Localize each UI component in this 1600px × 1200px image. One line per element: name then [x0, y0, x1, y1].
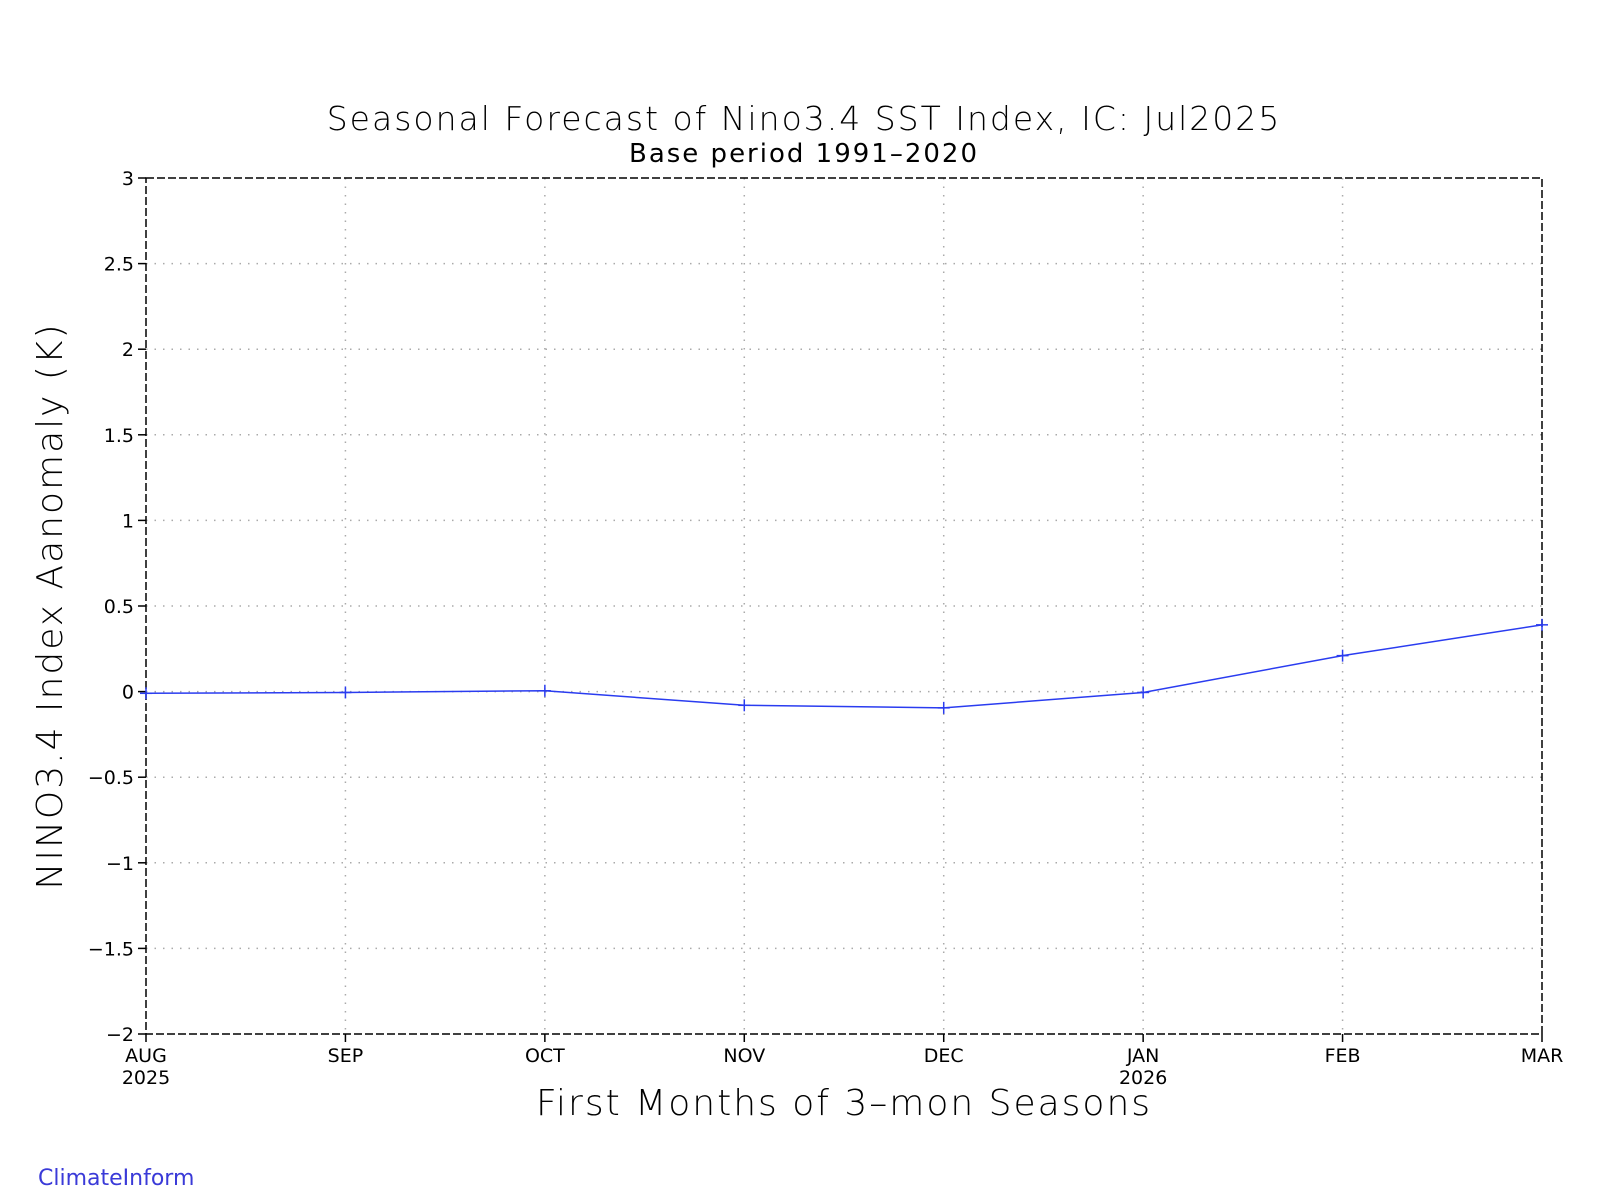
- x-tick-label: MAR: [1521, 1045, 1564, 1067]
- y-tick-label: −2: [106, 1024, 134, 1046]
- data-point-marker: [937, 701, 950, 714]
- data-point-marker: [339, 686, 352, 699]
- data-point-marker: [538, 684, 551, 697]
- y-tick-label: 3: [122, 168, 134, 190]
- y-tick-label: 2: [122, 339, 134, 361]
- y-tick-label: 2.5: [104, 254, 134, 276]
- y-tick-label: −1: [106, 853, 134, 875]
- chart-subtitle: Base period 1991–2020: [629, 139, 979, 169]
- y-tick-label: 0.5: [104, 596, 134, 618]
- series-line: [140, 618, 1548, 714]
- y-axis-ticks: −2 −1.5 −1 −0.5 0 0.5 1 1.5 2 2.5 3: [88, 168, 146, 1046]
- series-line-path: [145, 624, 1543, 709]
- data-point-marker: [1536, 618, 1548, 631]
- grid-lines: [146, 178, 1542, 1034]
- x-tick-year-label: 2025: [122, 1067, 170, 1089]
- data-point-marker: [1137, 686, 1150, 699]
- x-axis-title: First Months of 3–mon Seasons: [536, 1083, 1152, 1124]
- x-tick-label: SEP: [328, 1045, 364, 1067]
- x-tick-label: OCT: [525, 1045, 565, 1067]
- data-point-marker: [738, 699, 751, 712]
- y-tick-label: 0: [122, 682, 134, 704]
- x-tick-label: FEB: [1325, 1045, 1361, 1067]
- data-point-marker: [140, 687, 152, 700]
- data-point-marker: [1336, 649, 1349, 662]
- chart-title: Seasonal Forecast of Nino3.4 SST Index, …: [327, 99, 1282, 138]
- y-tick-label: −0.5: [88, 767, 134, 789]
- y-tick-label: −1.5: [88, 938, 134, 960]
- y-tick-label: 1: [122, 510, 134, 532]
- x-tick-label: DEC: [924, 1045, 964, 1067]
- x-tick-year-label: 2026: [1119, 1067, 1167, 1089]
- x-tick-label: JAN: [1126, 1045, 1159, 1067]
- x-tick-label: AUG: [125, 1045, 167, 1067]
- credit-link[interactable]: ClimateInform: [38, 1166, 195, 1191]
- y-axis-title: NINO3.4 Index Aanomaly (K): [30, 322, 71, 889]
- x-tick-label: NOV: [723, 1045, 765, 1067]
- y-tick-label: 1.5: [104, 425, 134, 447]
